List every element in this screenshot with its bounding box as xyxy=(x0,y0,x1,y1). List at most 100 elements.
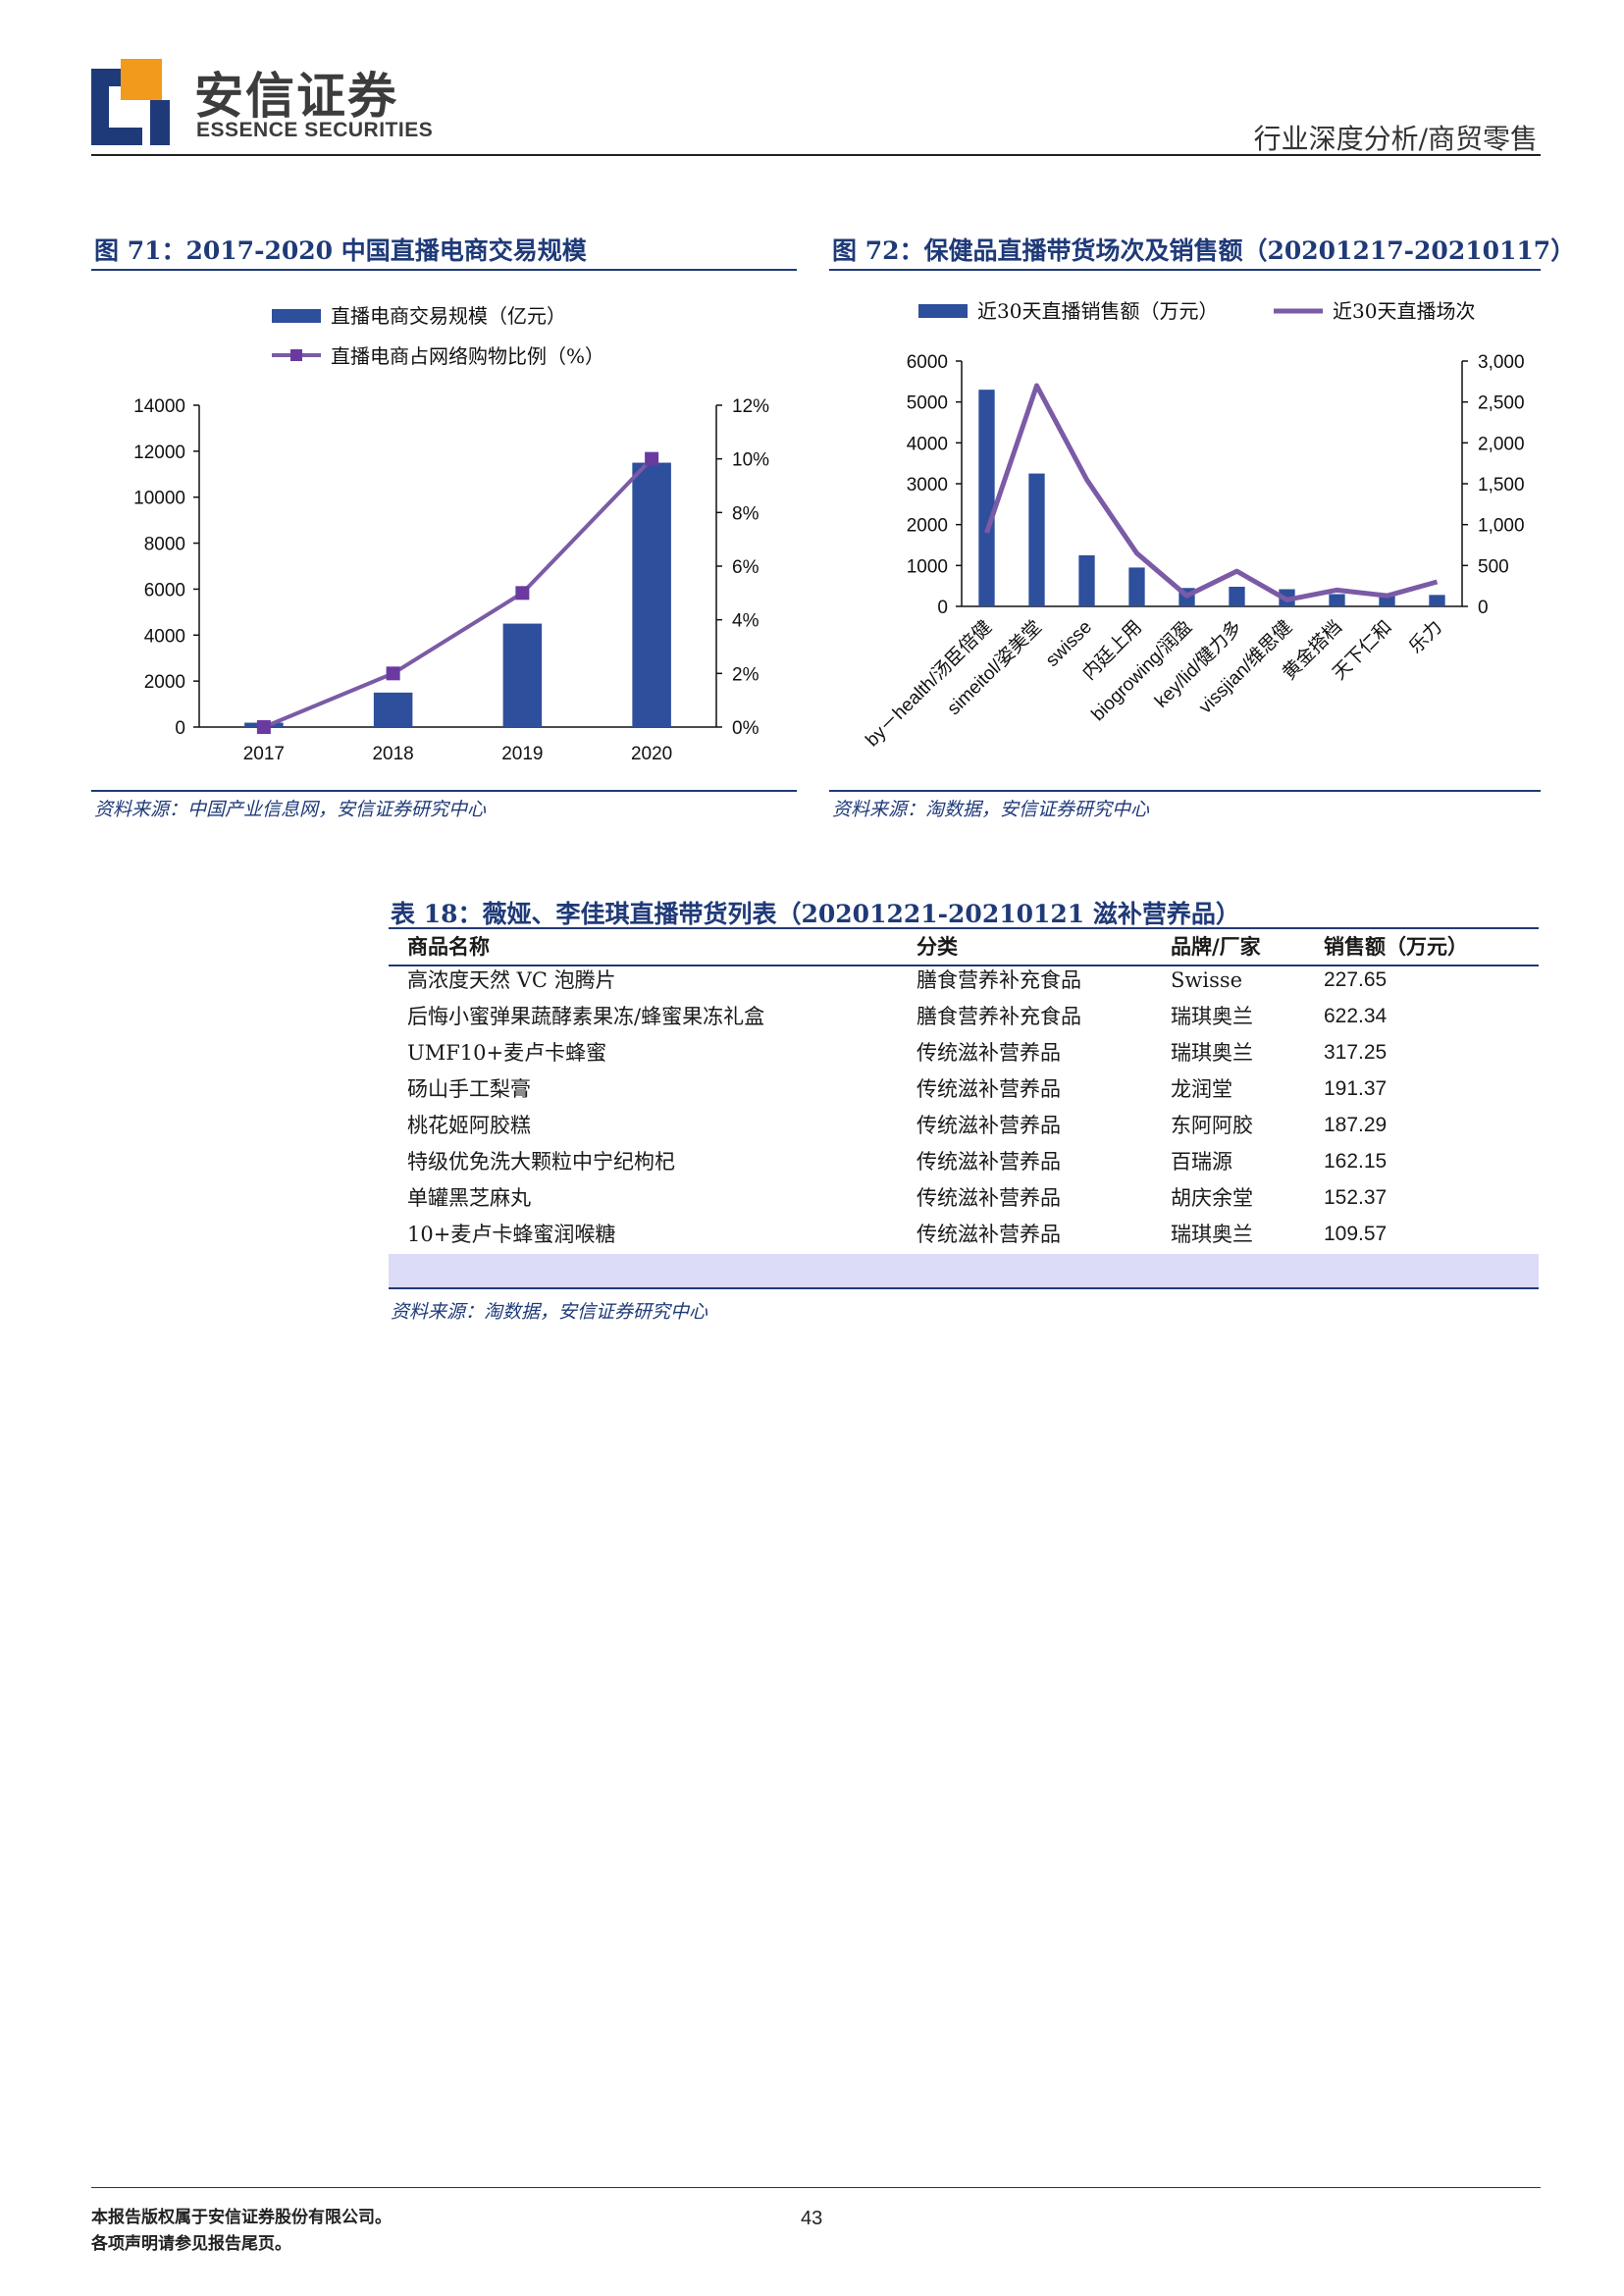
figure-72-chart: 近30天直播销售额（万元） 近30天直播场次 0 1000 2000 3000 4000… xyxy=(862,299,1525,751)
table-header-row: 商品名称 分类 品牌/厂家 销售额（万元） xyxy=(389,929,1539,965)
series-line xyxy=(263,457,654,729)
logo-blue-bar xyxy=(150,100,170,145)
table-cell: 瑞琪奥兰 xyxy=(1171,1005,1253,1028)
table-cell: 瑞琪奥兰 xyxy=(1171,1223,1253,1246)
brand-name-en: ESSENCE SECURITIES xyxy=(196,119,434,141)
right-tick-label: 4% xyxy=(732,611,760,632)
table-header-rule xyxy=(389,965,1539,966)
figure-71-source: 资料来源：中国产业信息网，安信证券研究中心 xyxy=(94,799,487,820)
table-cell: 传统滋补营养品 xyxy=(917,1186,1061,1210)
figure-72-legend: 近30天直播销售额（万元） 近30天直播场次 xyxy=(918,299,1475,323)
right-tick-label: 12% xyxy=(732,396,769,417)
x-tick-label: 2017 xyxy=(243,744,285,764)
series-line xyxy=(984,383,1439,602)
left-tick-label: 14000 xyxy=(133,396,185,417)
figure-71-axes: 0 2000 4000 6000 8000 10000 12000 14000 0% 2% 4% 6%… xyxy=(133,396,769,764)
logo-orange-shape xyxy=(121,59,162,100)
left-tick-label: 6000 xyxy=(144,580,185,600)
left-tick-label: 5000 xyxy=(907,393,948,414)
legend-bar-swatch xyxy=(272,309,321,323)
bar xyxy=(632,462,671,727)
right-tick-label: 3,000 xyxy=(1478,352,1525,373)
left-tick-label: 12000 xyxy=(133,443,185,463)
company-logo xyxy=(91,59,170,145)
left-tick-label: 2000 xyxy=(144,672,185,693)
x-tick-label: 2020 xyxy=(631,744,672,764)
right-tick-label: 0 xyxy=(1478,598,1489,618)
left-tick-label: 8000 xyxy=(144,535,185,555)
left-tick-label: 6000 xyxy=(907,352,948,373)
right-tick-label: 1,500 xyxy=(1478,475,1525,496)
line-point xyxy=(386,666,400,681)
table-header-cell: 商品名称 xyxy=(407,934,490,959)
table-row: 高浓度天然 VC 泡腾片 膳食营养补充食品 Swisse 227.65 xyxy=(389,963,1539,998)
figure-72-title: 图 72：保健品直播带货场次及销售额（20201217-20210117） xyxy=(832,236,1576,265)
table-cell: 传统滋补营养品 xyxy=(917,1077,1061,1101)
line-point xyxy=(256,720,271,734)
figure-72-title-rule xyxy=(829,269,1541,271)
figure-72-line xyxy=(984,383,1439,602)
figure-72-bars xyxy=(978,390,1445,606)
table-row: 10+麦卢卡蜂蜜润喉糖 传统滋补营养品 瑞琪奥兰 109.57 xyxy=(389,1217,1539,1252)
table-cell: 膳食营养补充食品 xyxy=(917,1005,1081,1028)
x-tick-label: 2018 xyxy=(372,744,413,764)
x-tick-label: key/lid/健力多 xyxy=(1150,616,1246,712)
table-cell: 膳食营养补充食品 xyxy=(917,968,1081,992)
figure-72-bottom-rule xyxy=(829,790,1541,792)
figure-72-source: 资料来源：淘数据，安信证券研究中心 xyxy=(832,799,1150,820)
legend-line-label: 近30天直播场次 xyxy=(1333,299,1475,323)
table-row: UMF10+麦卢卡蜂蜜 传统滋补营养品 瑞琪奥兰 317.25 xyxy=(389,1035,1539,1070)
table-18-source: 资料来源：淘数据，安信证券研究中心 xyxy=(391,1301,708,1323)
table-cell: 传统滋补营养品 xyxy=(917,1223,1061,1246)
table-cell: 高浓度天然 VC 泡腾片 xyxy=(407,968,616,992)
table-cell: 砀山手工梨膏 xyxy=(407,1077,531,1101)
brand-name-cn: 安信证券 xyxy=(194,68,398,125)
figure-71-bottom-rule xyxy=(91,790,797,792)
page-number: 43 xyxy=(801,2208,823,2229)
right-tick-label: 1,000 xyxy=(1478,516,1525,537)
legend-line-label: 直播电商占网络购物比例（%） xyxy=(331,344,604,368)
table-cell: 东阿阿胶 xyxy=(1171,1114,1253,1137)
right-tick-label: 2,500 xyxy=(1478,393,1525,414)
table-row: 桃花姬阿胶糕 传统滋补营养品 东阿阿胶 187.29 xyxy=(389,1108,1539,1143)
table-18: 商品名称 分类 品牌/厂家 销售额（万元） 高浓度天然 VC 泡腾片膳食营养补充… xyxy=(389,927,1539,1290)
table-row: 砀山手工梨膏 传统滋补营养品 龙润堂 191.37 xyxy=(389,1071,1539,1107)
figure-71-title-rule xyxy=(91,269,797,271)
table-cell: 传统滋补营养品 xyxy=(917,1114,1061,1137)
right-tick-label: 8% xyxy=(732,503,760,524)
bar xyxy=(502,623,543,727)
table-header-cell: 分类 xyxy=(917,934,958,959)
table-cell: 后悔小蜜弹果蔬酵素果冻/蜂蜜果冻礼盒 xyxy=(407,1005,765,1028)
left-tick-label: 10000 xyxy=(133,489,185,509)
table-header-cell: 品牌/厂家 xyxy=(1171,934,1261,959)
right-tick-label: 2% xyxy=(732,664,760,685)
bar xyxy=(1229,587,1245,606)
legend-line-marker xyxy=(290,349,302,361)
bar xyxy=(1128,567,1145,606)
table-row: 特级优免洗大颗粒中宁纪枸杞 传统滋补营养品 百瑞源 162.15 xyxy=(389,1144,1539,1179)
figure-72-axes: 0 1000 2000 3000 4000 5000 6000 0 500 1,000 1,500 2… xyxy=(862,352,1525,751)
right-tick-label: 500 xyxy=(1478,556,1509,577)
left-tick-label: 0 xyxy=(937,598,948,618)
x-tick-label: 2019 xyxy=(501,744,543,764)
table-cell: 109.57 xyxy=(1324,1223,1388,1245)
legend-bar-label: 直播电商交易规模（亿元） xyxy=(331,304,566,328)
table-cell: 10+麦卢卡蜂蜜润喉糖 xyxy=(407,1223,616,1246)
bar xyxy=(1028,473,1045,606)
left-tick-label: 0 xyxy=(175,718,185,739)
bar xyxy=(1078,554,1095,606)
bar xyxy=(1379,596,1395,606)
table-cell: 传统滋补营养品 xyxy=(917,1041,1061,1065)
left-tick-label: 1000 xyxy=(907,556,948,577)
table-18-title: 表 18：薇娅、李佳琪直播带货列表（20201221-20210121 滋补营养… xyxy=(391,900,1240,928)
table-cell: 胡庆余堂 xyxy=(1171,1186,1253,1210)
left-tick-label: 2000 xyxy=(907,516,948,537)
logo-blue-shape xyxy=(91,69,142,145)
table-cell: 162.15 xyxy=(1324,1150,1388,1173)
bar xyxy=(1429,595,1445,606)
table-cell: Swisse xyxy=(1171,968,1243,992)
line-point xyxy=(515,586,530,600)
table-cell: UMF10+麦卢卡蜂蜜 xyxy=(407,1041,607,1065)
bar xyxy=(1329,594,1345,606)
table-row: 后悔小蜜弹果蔬酵素果冻/蜂蜜果冻礼盒 膳食营养补充食品 瑞琪奥兰 622.34 xyxy=(389,999,1539,1034)
